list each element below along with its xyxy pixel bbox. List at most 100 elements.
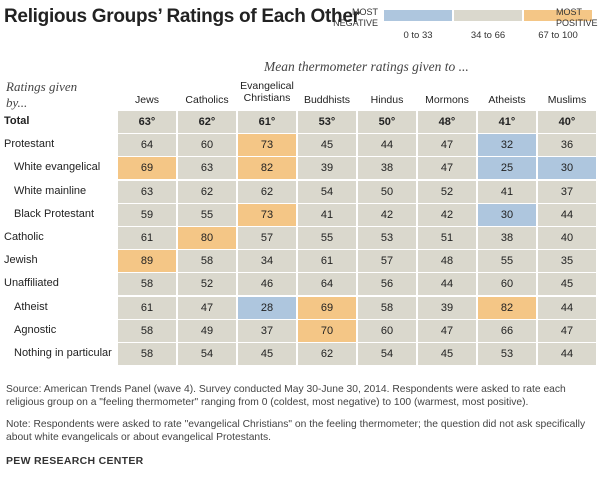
heatmap-cell: 73 <box>238 203 296 226</box>
heatmap-cell: 55 <box>478 250 536 273</box>
heatmap-cell: 51 <box>418 227 476 249</box>
heatmap-cell: 69 <box>118 157 176 180</box>
heatmap-cell: 35 <box>538 250 596 273</box>
heatmap-cell: 53° <box>298 111 356 133</box>
heatmap-cell: 58 <box>358 296 416 319</box>
heatmap-cell: 45 <box>238 343 296 365</box>
source-note: Source: American Trends Panel (wave 4). … <box>6 384 566 408</box>
row-label: White mainline <box>14 184 87 197</box>
column-header: Muslims <box>547 94 587 106</box>
column-header: Hindus <box>370 94 404 106</box>
heatmap-cell: 44 <box>418 273 476 296</box>
legend-bin-label-mid: 34 to 66 <box>470 30 506 41</box>
heatmap-cell: 47 <box>538 319 596 342</box>
heatmap-cell: 44 <box>358 134 416 157</box>
heatmap-cell: 53 <box>358 227 416 249</box>
heatmap-cell: 47 <box>418 319 476 342</box>
legend: MOST NEGATIVE 0 to 33 34 to 66 67 to 100 <box>318 6 596 46</box>
footnote: Note: Respondents were asked to rate "ev… <box>6 419 586 443</box>
heatmap-cell: 42 <box>418 203 476 226</box>
heatmap-cell: 38 <box>358 157 416 180</box>
heatmap-cell: 55 <box>298 227 356 249</box>
heatmap-cell: 58 <box>118 343 176 365</box>
heatmap-cell: 46 <box>238 273 296 296</box>
legend-bin-label-high: 67 to 100 <box>538 30 578 41</box>
heatmap-cell: 62 <box>178 180 236 203</box>
heatmap-cell: 58 <box>118 273 176 296</box>
heatmap-cell: 63 <box>178 157 236 180</box>
heatmap-cell: 48° <box>418 111 476 133</box>
heatmap-cell: 42 <box>358 203 416 226</box>
heatmap-cell: 45 <box>298 134 356 157</box>
row-label: Protestant <box>4 138 55 151</box>
column-header: Mormons <box>425 94 469 106</box>
heatmap-cell: 45 <box>538 273 596 296</box>
heatmap-cell: 40 <box>538 227 596 249</box>
heatmap-cell: 25 <box>478 157 536 180</box>
column-header: Buddhists <box>303 94 351 106</box>
heatmap-cell: 53 <box>478 343 536 365</box>
heatmap-cell: 38 <box>478 227 536 249</box>
heatmap-cell: 60 <box>178 134 236 157</box>
heatmap-cell: 61 <box>118 227 176 249</box>
legend-low-text: MOST NEGATIVE <box>333 7 378 28</box>
row-label: Black Protestant <box>14 207 95 220</box>
heatmap-cell: 47 <box>418 157 476 180</box>
heatmap-cell: 41 <box>298 203 356 226</box>
heatmap-cell: 61 <box>118 296 176 319</box>
heatmap-cell: 54 <box>178 343 236 365</box>
row-label: White evangelical <box>14 161 101 174</box>
heatmap-cell: 80 <box>178 227 236 249</box>
legend-swatch-mid <box>454 10 522 21</box>
heatmap-cell: 50° <box>358 111 416 133</box>
heatmap-cell: 44 <box>538 296 596 319</box>
heatmap-cell: 37 <box>538 180 596 203</box>
heatmap-cell: 61° <box>238 111 296 133</box>
heatmap-cell: 52 <box>418 180 476 203</box>
heatmap-cell: 60 <box>358 319 416 342</box>
legend-swatch-high <box>524 10 592 21</box>
heatmap-cell: 57 <box>238 227 296 249</box>
heatmap-cell: 64 <box>298 273 356 296</box>
heatmap-cell: 63 <box>118 180 176 203</box>
heatmap-cell: 47 <box>178 296 236 319</box>
legend-bin-label-low: 0 to 33 <box>403 30 433 41</box>
legend-low-label: MOST NEGATIVE <box>318 7 378 29</box>
row-label: Jewish <box>4 254 38 267</box>
chart-title: Religious Groups’ Ratings of Each Other <box>4 6 360 27</box>
heatmap-cell: 58 <box>118 319 176 342</box>
heatmap-cell: 56 <box>358 273 416 296</box>
heatmap-cell: 55 <box>178 203 236 226</box>
heatmap-cell: 40° <box>538 111 596 133</box>
heatmap-cell: 45 <box>418 343 476 365</box>
heatmap-cell: 63° <box>118 111 176 133</box>
heatmap-cell: 66 <box>478 319 536 342</box>
chart-subtitle: Mean thermometer ratings given to ... <box>264 59 469 74</box>
heatmap-cell: 47 <box>418 134 476 157</box>
heatmap-cell: 61 <box>298 250 356 273</box>
heatmap-cell: 48 <box>418 250 476 273</box>
heatmap-cell: 70 <box>298 319 356 342</box>
row-label: Unaffiliated <box>4 277 59 290</box>
heatmap-cell: 89 <box>118 250 176 273</box>
legend-swatch-low <box>384 10 452 21</box>
heatmap-cell: 30 <box>538 157 596 180</box>
heatmap-cell: 30 <box>478 203 536 226</box>
row-label: Agnostic <box>14 323 57 336</box>
heatmap-cell: 44 <box>538 203 596 226</box>
heatmap-cell: 41° <box>478 111 536 133</box>
heatmap-cell: 28 <box>238 296 296 319</box>
heatmap-cell: 44 <box>538 343 596 365</box>
heatmap-cell: 49 <box>178 319 236 342</box>
heatmap-cell: 62 <box>298 343 356 365</box>
row-label: Total <box>4 115 30 127</box>
row-header-label: Ratings given by... <box>6 79 78 110</box>
heatmap-cell: 57 <box>358 250 416 273</box>
column-header: Jews <box>135 94 159 106</box>
heatmap-cell: 82 <box>238 157 296 180</box>
heatmap-cell: 64 <box>118 134 176 157</box>
heatmap-cell: 54 <box>358 343 416 365</box>
credit-line: PEW RESEARCH CENTER <box>6 455 144 467</box>
heatmap-cell: 39 <box>418 296 476 319</box>
